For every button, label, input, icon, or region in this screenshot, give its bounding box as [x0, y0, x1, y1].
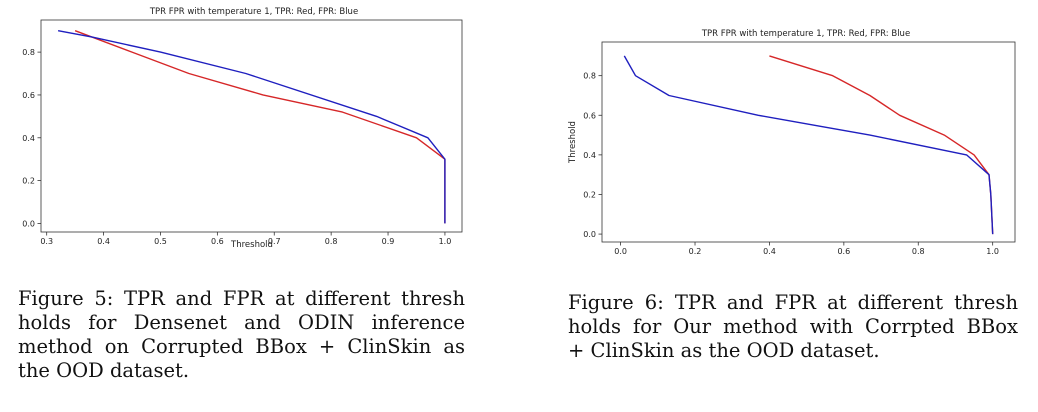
x-tick-label: 0.2 [689, 247, 702, 256]
figure-6-caption: Figure 6: TPR and FPR at different thres… [568, 291, 1018, 363]
tpr-series-line [769, 55, 994, 235]
x-tick-label: 0.8 [325, 237, 338, 246]
y-tick-label: 0.8 [22, 48, 35, 57]
chart-title: TPR FPR with temperature 1, TPR: Red, FP… [149, 7, 358, 17]
y-tick-label: 0.2 [583, 190, 596, 199]
y-tick-label: 0.0 [583, 230, 596, 239]
caption-line: Figure 6: TPR and FPR at different thres… [568, 291, 1018, 314]
plot-frame [601, 41, 1016, 243]
y-tick-label: 0.4 [583, 151, 596, 160]
y-tick-label: 0.4 [22, 134, 35, 143]
y-axis-label: Threshold [568, 121, 578, 164]
caption-line: holds for Our method with Corrpted BBox [568, 315, 1018, 338]
caption-line: method on Corrupted BBox + ClinSkin as [18, 335, 465, 358]
y-tick-label: 0.0 [22, 219, 35, 228]
y-tick-label: 0.6 [22, 91, 35, 100]
x-tick-label: 0.7 [268, 237, 281, 246]
x-tick-label: 0.3 [40, 237, 53, 246]
x-tick-label: 0.8 [912, 247, 925, 256]
x-tick-label: 0.9 [382, 237, 395, 246]
x-ticks: 0.0 0.2 0.4 0.6 0.8 1.0 [614, 242, 999, 256]
figure-5-caption: Figure 5: TPR and FPR at different thres… [18, 287, 465, 383]
y-tick-label: 0.2 [22, 177, 35, 186]
x-tick-label: 0.4 [763, 247, 776, 256]
fpr-series-line [623, 55, 994, 235]
caption-line: Figure 5: TPR and FPR at different thres… [18, 287, 465, 310]
x-tick-label: 1.0 [439, 237, 452, 246]
x-ticks: 0.3 0.4 0.5 0.6 0.7 0.8 0.9 1.0 [40, 232, 451, 246]
x-tick-label: 1.0 [986, 247, 999, 256]
figure-5-chart: TPR FPR with temperature 1, TPR: Red, FP… [22, 7, 463, 250]
y-tick-label: 0.8 [583, 72, 596, 81]
series-lines [57, 30, 446, 224]
fpr-series-line [57, 30, 446, 224]
caption-line: holds for Densenet and ODIN inference [18, 311, 465, 334]
x-tick-label: 0.6 [837, 247, 850, 256]
x-tick-label: 0.5 [154, 237, 167, 246]
x-tick-label: 0.0 [614, 247, 627, 256]
tpr-series-line [74, 30, 446, 224]
series-lines [623, 55, 994, 235]
y-ticks: 0.0 0.2 0.4 0.6 0.8 [22, 48, 41, 228]
figure-6-chart: TPR FPR with temperature 1, TPR: Red, FP… [568, 29, 1016, 256]
plot-frame [40, 19, 463, 233]
chart-title: TPR FPR with temperature 1, TPR: Red, FP… [701, 29, 910, 39]
x-tick-label: 0.6 [211, 237, 224, 246]
x-axis-label: Threshold [230, 240, 273, 250]
y-ticks: 0.0 0.2 0.4 0.6 0.8 [583, 72, 602, 239]
caption-line: the OOD dataset. [18, 359, 190, 382]
caption-line: + ClinSkin as the OOD dataset. [568, 339, 880, 362]
y-tick-label: 0.6 [583, 111, 596, 120]
x-tick-label: 0.4 [97, 237, 110, 246]
